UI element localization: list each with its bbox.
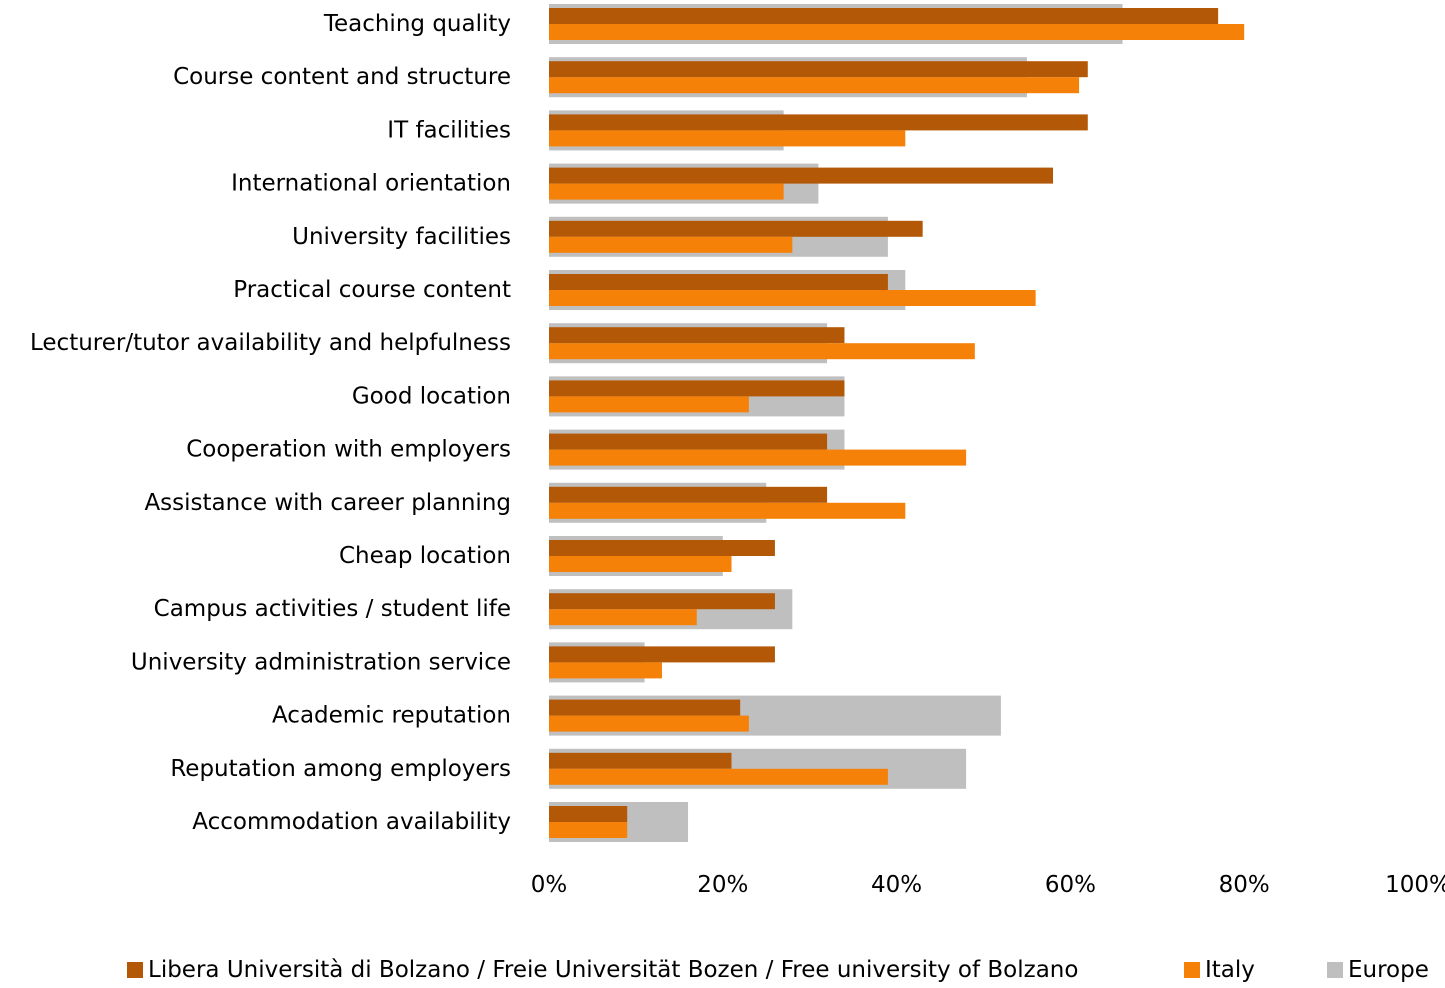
x-tick-label: 40% bbox=[871, 872, 922, 898]
bar-bolzano bbox=[549, 380, 845, 397]
category-label: Cooperation with employers bbox=[186, 437, 511, 463]
category-label: Accommodation availability bbox=[192, 809, 511, 835]
x-tick-label: 20% bbox=[697, 872, 748, 898]
bar-bolzano bbox=[549, 274, 888, 290]
bar-italy bbox=[549, 556, 732, 572]
bar-italy bbox=[549, 768, 888, 785]
legend-swatch bbox=[1327, 962, 1343, 978]
category-labels: Teaching quality Course content and struc… bbox=[30, 11, 511, 835]
bar-bolzano bbox=[549, 327, 845, 344]
bar-bolzano bbox=[549, 486, 828, 503]
bar-bolzano bbox=[549, 61, 1088, 78]
category-label: Cheap location bbox=[339, 543, 511, 569]
bar-bolzano bbox=[549, 114, 1088, 131]
bar-bolzano bbox=[549, 8, 1219, 24]
bar-italy bbox=[549, 130, 906, 147]
bar-bolzano bbox=[549, 593, 775, 610]
legend-swatch bbox=[127, 962, 143, 978]
bar-italy bbox=[549, 715, 749, 732]
category-label: University administration service bbox=[131, 649, 511, 675]
bar-italy bbox=[549, 822, 628, 838]
bar-italy bbox=[549, 662, 662, 679]
bar-italy bbox=[549, 609, 697, 626]
bar-italy bbox=[549, 24, 1245, 40]
bar-italy bbox=[549, 183, 784, 200]
category-label: IT facilities bbox=[387, 117, 511, 143]
category-label: Assistance with career planning bbox=[144, 490, 511, 516]
bar-bolzano bbox=[549, 433, 828, 450]
bar-bolzano bbox=[549, 806, 628, 822]
bar-bolzano bbox=[549, 646, 775, 663]
category-label: Practical course content bbox=[233, 277, 511, 303]
category-label: University facilities bbox=[292, 224, 511, 250]
bar-bolzano bbox=[549, 540, 775, 556]
x-tick-label: 80% bbox=[1219, 872, 1270, 898]
bar-italy bbox=[549, 343, 975, 360]
bar-bolzano bbox=[549, 699, 741, 716]
x-tick-label: 100% bbox=[1385, 872, 1445, 898]
bolzano-bars bbox=[549, 8, 1219, 822]
legend-label: Europe bbox=[1348, 957, 1429, 983]
bar-italy bbox=[549, 236, 793, 253]
x-tick-label: 60% bbox=[1045, 872, 1096, 898]
x-tick-label: 0% bbox=[531, 872, 568, 898]
category-label: Campus activities / student life bbox=[154, 596, 511, 622]
legend-swatch bbox=[1184, 962, 1200, 978]
bar-italy bbox=[549, 290, 1036, 306]
legend: Libera Università di Bolzano / Freie Uni… bbox=[127, 957, 1429, 983]
category-label: Good location bbox=[352, 383, 511, 409]
bar-bolzano bbox=[549, 167, 1054, 184]
category-label: Course content and structure bbox=[173, 64, 511, 90]
bar-italy bbox=[549, 396, 749, 413]
bar-bolzano bbox=[549, 220, 923, 237]
italy-bars bbox=[549, 24, 1245, 838]
x-axis-ticks: 0% 20% 40% 60% 80% 100% bbox=[531, 872, 1445, 898]
bar-italy bbox=[549, 449, 967, 466]
category-label: Lecturer/tutor availability and helpfuln… bbox=[30, 330, 511, 356]
bar-italy bbox=[549, 77, 1080, 94]
bar-italy bbox=[549, 502, 906, 519]
bar-bolzano bbox=[549, 752, 732, 769]
category-label: Academic reputation bbox=[272, 703, 511, 729]
legend-label: Libera Università di Bolzano / Freie Uni… bbox=[148, 957, 1078, 983]
category-label: Teaching quality bbox=[323, 11, 511, 37]
category-label: Reputation among employers bbox=[170, 756, 511, 782]
category-label: International orientation bbox=[231, 171, 511, 197]
legend-label: Italy bbox=[1205, 957, 1255, 983]
